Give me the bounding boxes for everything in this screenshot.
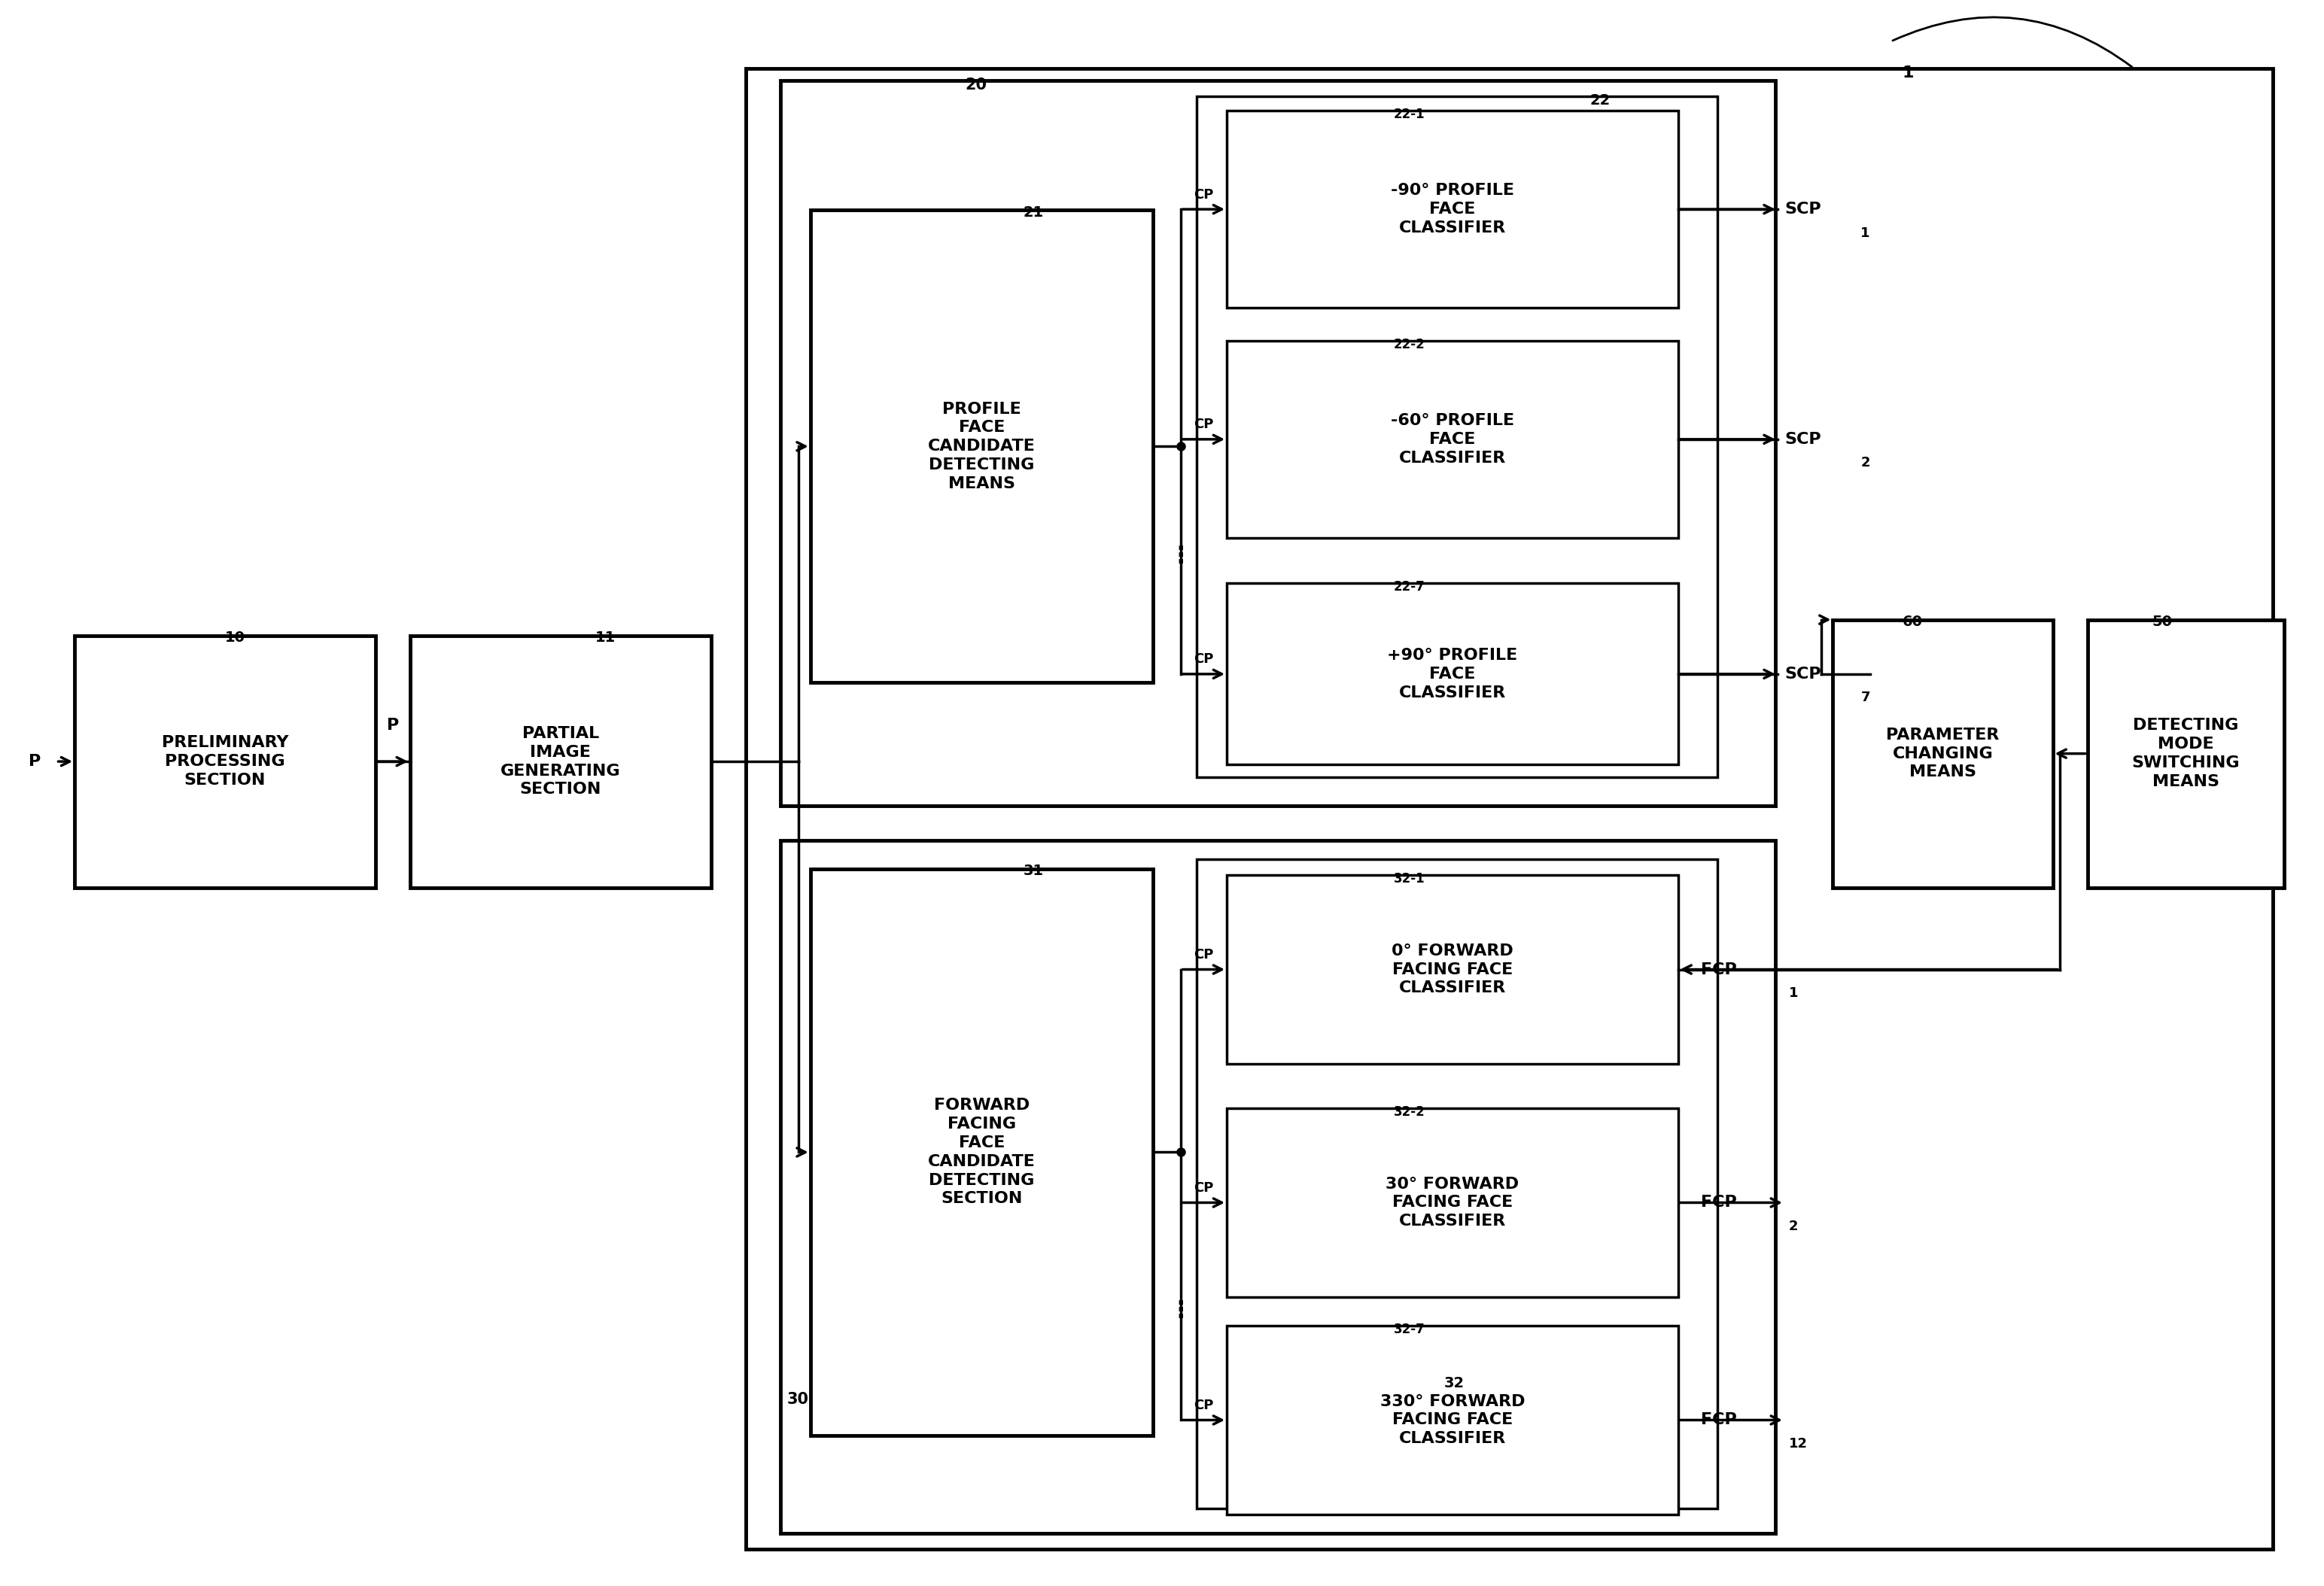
Text: 30° FORWARD
FACING FACE
CLASSIFIER: 30° FORWARD FACING FACE CLASSIFIER [1385, 1177, 1520, 1229]
Text: -90° PROFILE
FACE
CLASSIFIER: -90° PROFILE FACE CLASSIFIER [1390, 182, 1513, 235]
Text: -60° PROFILE
FACE
CLASSIFIER: -60° PROFILE FACE CLASSIFIER [1390, 412, 1515, 465]
Text: 22-7: 22-7 [1394, 580, 1425, 593]
Text: PARTIAL
IMAGE
GENERATING
SECTION: PARTIAL IMAGE GENERATING SECTION [500, 726, 621, 798]
Bar [1197, 860, 1717, 1508]
Text: 22-1: 22-1 [1394, 108, 1425, 121]
Text: 22: 22 [1590, 94, 1611, 108]
Text: 20: 20 [964, 78, 988, 92]
Text: CP: CP [1195, 948, 1213, 961]
Text: 330° FORWARD
FACING FACE
CLASSIFIER: 330° FORWARD FACING FACE CLASSIFIER [1380, 1394, 1525, 1446]
Text: 50: 50 [2152, 615, 2173, 630]
Bar [74, 636, 376, 888]
Text: PROFILE
FACE
CANDIDATE
DETECTING
MEANS: PROFILE FACE CANDIDATE DETECTING MEANS [927, 401, 1034, 492]
Bar [409, 636, 711, 888]
Text: 32-7: 32-7 [1394, 1323, 1425, 1335]
Text: FCP: FCP [1701, 1413, 1736, 1427]
Text: 2: 2 [1789, 1220, 1799, 1232]
Bar [811, 209, 1153, 682]
Text: CP: CP [1195, 652, 1213, 666]
Text: 10: 10 [225, 631, 246, 646]
Text: 30: 30 [788, 1391, 809, 1407]
Text: +90° PROFILE
FACE
CLASSIFIER: +90° PROFILE FACE CLASSIFIER [1387, 647, 1518, 701]
Bar [781, 81, 1776, 806]
Text: DETECTING
MODE
SWITCHING
MEANS: DETECTING MODE SWITCHING MEANS [2131, 718, 2240, 790]
Text: 32-1: 32-1 [1394, 872, 1425, 885]
Text: 11: 11 [595, 631, 616, 646]
Text: PARAMETER
CHANGING
MEANS: PARAMETER CHANGING MEANS [1887, 728, 1999, 780]
Bar [1227, 1326, 1678, 1515]
Text: SCP: SCP [1785, 201, 1822, 217]
Text: FORWARD
FACING
FACE
CANDIDATE
DETECTING
SECTION: FORWARD FACING FACE CANDIDATE DETECTING … [927, 1098, 1034, 1207]
Text: 2: 2 [1862, 457, 1871, 469]
Text: CP: CP [1195, 1399, 1213, 1412]
Bar [1227, 1109, 1678, 1297]
Text: 1: 1 [1789, 986, 1799, 999]
Text: P: P [28, 753, 40, 769]
Text: 0° FORWARD
FACING FACE
CLASSIFIER: 0° FORWARD FACING FACE CLASSIFIER [1392, 944, 1513, 996]
Bar [2087, 620, 2284, 888]
Text: SCP: SCP [1785, 666, 1822, 682]
Bar [1227, 111, 1678, 308]
Bar [1227, 875, 1678, 1064]
Text: 21: 21 [1023, 205, 1043, 219]
Text: CP: CP [1195, 417, 1213, 431]
Text: 12: 12 [1789, 1437, 1808, 1451]
Text: 31: 31 [1023, 864, 1043, 879]
Text: 1: 1 [1862, 227, 1871, 239]
Text: 1: 1 [1903, 65, 1915, 81]
Text: 22-2: 22-2 [1394, 338, 1425, 351]
Text: P: P [386, 718, 400, 733]
Text: PRELIMINARY
PROCESSING
SECTION: PRELIMINARY PROCESSING SECTION [163, 736, 288, 788]
Text: CP: CP [1195, 1182, 1213, 1194]
Text: ⋮: ⋮ [1169, 546, 1192, 568]
Text: 32-2: 32-2 [1394, 1105, 1425, 1118]
Bar [1197, 97, 1717, 777]
Bar [781, 841, 1776, 1534]
Text: 7: 7 [1862, 691, 1871, 704]
Text: 60: 60 [1903, 615, 1922, 630]
Bar [1834, 620, 2052, 888]
Text: ⋮: ⋮ [1169, 1301, 1192, 1323]
Text: CP: CP [1195, 187, 1213, 201]
Text: 32: 32 [1443, 1377, 1464, 1391]
Bar [1227, 584, 1678, 764]
Bar [811, 869, 1153, 1435]
Text: SCP: SCP [1785, 431, 1822, 447]
Bar [1227, 341, 1678, 538]
Text: FCP: FCP [1701, 1196, 1736, 1210]
Bar [746, 68, 2273, 1550]
Text: FCP: FCP [1701, 963, 1736, 977]
